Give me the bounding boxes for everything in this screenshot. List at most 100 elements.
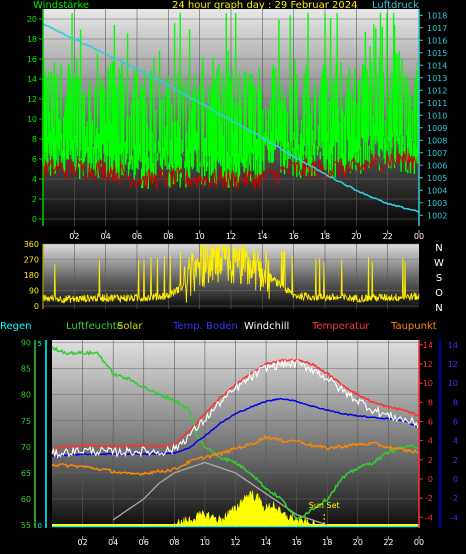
wind-tick-label-18: 18: [27, 35, 37, 44]
pressure-tick-label-1003: 1003: [427, 199, 447, 208]
wind-xaxis-label-18: 18: [320, 232, 330, 241]
temp-tick-label--2: -2: [425, 494, 433, 503]
soil-tick-label--2: -2: [450, 494, 458, 503]
temp-xaxis-label-14: 14: [261, 538, 271, 547]
pressure-tick-label-1004: 1004: [427, 186, 447, 195]
wind-xaxis-label-02: 02: [69, 232, 79, 241]
temp-xaxis-label-06: 06: [139, 538, 149, 547]
pressure-tick-label-1013: 1013: [427, 74, 447, 83]
compass-label-3: O: [435, 288, 443, 299]
temp-tick-label-4: 4: [428, 437, 433, 446]
pressure-tick-label-1015: 1015: [427, 49, 447, 58]
temp-xaxis-label-08: 08: [169, 538, 179, 547]
temp-tick-label-8: 8: [428, 398, 433, 407]
humidity-tick-label-85: 85: [21, 365, 31, 374]
legend-luftfeuchte: Luftfeuchte: [66, 321, 123, 332]
compass-label-0: N: [435, 243, 442, 254]
windspeed-axis-title: Windstärke: [33, 0, 90, 11]
humidity-tick-label-75: 75: [21, 417, 31, 426]
wind-xaxis-label-12: 12: [226, 232, 236, 241]
wind-xaxis-label-14: 14: [257, 232, 267, 241]
temp-tick-label-2: 2: [428, 456, 433, 465]
humidity-tick-label-60: 60: [21, 495, 31, 504]
pressure-tick-label-1009: 1009: [427, 124, 447, 133]
windchill-series: [51, 358, 420, 459]
direction-tick-label-360: 360: [24, 240, 39, 249]
temp-xaxis-label-10: 10: [200, 538, 210, 547]
soil-tick-label-2: 2: [453, 456, 458, 465]
soil-tick-label-4: 4: [453, 437, 458, 446]
humidity-tick-label-70: 70: [21, 443, 31, 452]
dewpoint-series: [51, 434, 420, 477]
wind-tick-label-6: 6: [32, 155, 37, 164]
wind-xaxis-label-10: 10: [195, 232, 205, 241]
pressure-tick-label-1005: 1005: [427, 174, 447, 183]
temp-xaxis-label-20: 20: [353, 538, 363, 547]
temp-xaxis-label-04: 04: [108, 538, 118, 547]
temp-tick-label-14: 14: [423, 341, 433, 350]
compass-label-2: S: [436, 273, 442, 284]
wind-xaxis-label-00: 00: [414, 232, 424, 241]
pressure-tick-label-1002: 1002: [427, 211, 447, 220]
soil-tick-label-10: 10: [448, 379, 458, 388]
pressure-tick-label-1012: 1012: [427, 86, 447, 95]
humidity-tick-label-80: 80: [21, 391, 31, 400]
humidity-series: [51, 345, 420, 521]
direction-tick-label-90: 90: [29, 287, 39, 296]
legend-taupunkt: Taupunkt: [391, 321, 437, 332]
rain-tick-label-0: 0: [38, 522, 42, 530]
legend-solar: Solar: [117, 321, 143, 332]
wind-tick-label-20: 20: [27, 15, 37, 24]
humidity-tick-label-90: 90: [21, 339, 31, 348]
soil-tick-label-12: 12: [448, 360, 458, 369]
pressure-tick-label-1017: 1017: [427, 24, 447, 33]
temp-tick-label-6: 6: [428, 417, 433, 426]
humidity-tick-label-55: 55: [21, 521, 31, 530]
pressure-tick-label-1016: 1016: [427, 36, 447, 45]
direction-tick-label-0: 0: [34, 302, 39, 311]
wind-xaxis-label-22: 22: [383, 232, 393, 241]
wind-xaxis-label-06: 06: [132, 232, 142, 241]
temp-xaxis-label-22: 22: [383, 538, 393, 547]
wind-tick-label-12: 12: [27, 95, 37, 104]
temperature-series: [51, 358, 420, 450]
pressure-tick-label-1010: 1010: [427, 111, 447, 120]
temp-tick-label-12: 12: [423, 360, 433, 369]
direction-tick-label-180: 180: [24, 271, 39, 280]
soil-tick-label-6: 6: [453, 417, 458, 426]
pressure-tick-label-1007: 1007: [427, 149, 447, 158]
humidity-tick-label-65: 65: [21, 469, 31, 478]
soil-tick-label-14: 14: [448, 341, 458, 350]
wind-xaxis-label-08: 08: [163, 232, 173, 241]
soil-tick-label--4: -4: [450, 513, 458, 522]
pressure-tick-label-1018: 1018: [427, 11, 447, 20]
rain-tick-label-5: 5: [38, 340, 42, 348]
pressure-tick-label-1006: 1006: [427, 161, 447, 170]
direction-tick-label-270: 270: [24, 256, 39, 265]
temp-xaxis-label-02: 02: [77, 538, 87, 547]
pressure-tick-label-1008: 1008: [427, 136, 447, 145]
wind-tick-label-4: 4: [32, 175, 37, 184]
wind-direction-series: [42, 244, 420, 304]
compass-label-4: N: [435, 303, 442, 314]
wind-tick-label-8: 8: [32, 135, 37, 144]
wind-tick-label-2: 2: [32, 195, 37, 204]
temp-tick-label-0: 0: [428, 475, 433, 484]
temp-tick-label--4: -4: [425, 513, 433, 522]
legend-temperatur: Temperatur: [312, 321, 370, 332]
temp-xaxis-label-18: 18: [322, 538, 332, 547]
pressure-tick-label-1011: 1011: [427, 99, 447, 108]
wind-tick-label-10: 10: [27, 115, 37, 124]
wind-xaxis-label-16: 16: [289, 232, 299, 241]
pressure-axis-title: Luftdruck: [372, 0, 420, 11]
wind-xaxis-label-20: 20: [351, 232, 361, 241]
legend-temp-boden: Temp. Boden: [173, 321, 238, 332]
wind-xaxis-label-04: 04: [101, 232, 111, 241]
compass-label-1: W: [434, 258, 444, 269]
wind-average-series: [42, 148, 420, 191]
wind-tick-label-16: 16: [27, 55, 37, 64]
pressure-tick-label-1014: 1014: [427, 61, 447, 70]
temp-xaxis-label-00: 00: [414, 538, 424, 547]
legend-windchill: Windchill: [244, 321, 290, 332]
